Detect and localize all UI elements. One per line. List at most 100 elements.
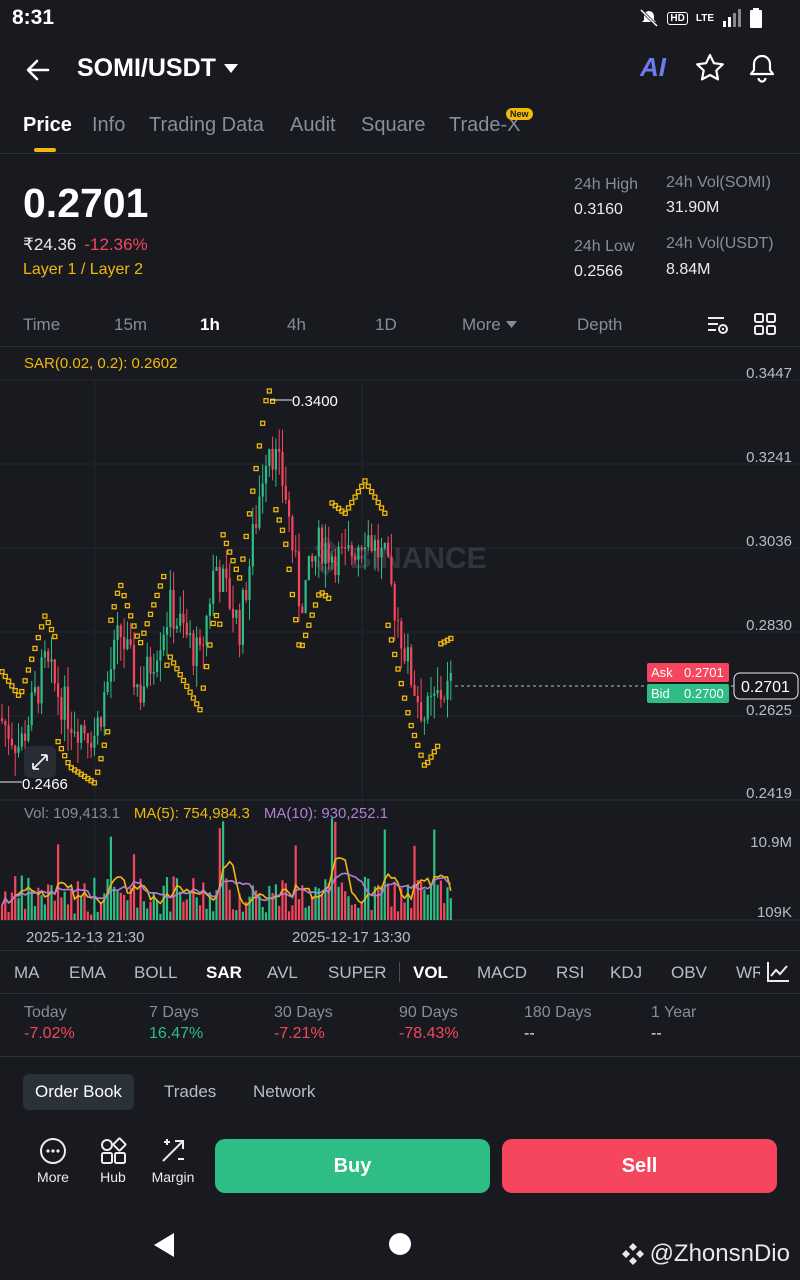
candle-body (268, 448, 271, 466)
indicator-wr[interactable]: WR (736, 963, 760, 982)
favorite-star-icon[interactable] (694, 52, 726, 84)
volume-bar (208, 892, 211, 920)
candle-body (129, 639, 132, 645)
tab-info[interactable]: Info (92, 114, 126, 136)
tab-order-book[interactable]: Order Book (23, 1074, 134, 1110)
indicator-settings-icon[interactable] (766, 961, 790, 983)
more-label: More (37, 1169, 69, 1185)
sar-dot (128, 613, 134, 619)
binance-watermark: BINANCE (314, 536, 487, 576)
volume-bar (449, 898, 452, 920)
x-tick: 2025-12-13 21:30 (26, 929, 144, 946)
indicator-boll[interactable]: BOLL (134, 963, 178, 982)
sar-dot (335, 505, 342, 512)
interval-4h[interactable]: 4h (287, 315, 306, 334)
expand-icon[interactable] (24, 746, 56, 778)
volume-bar (76, 881, 79, 920)
indicator-super[interactable]: SUPER (328, 963, 387, 982)
volume-bar (446, 887, 449, 920)
candle-body (248, 566, 251, 600)
candle-body (80, 725, 83, 743)
interval-15m[interactable]: 15m (114, 315, 148, 334)
volume-bar (367, 878, 370, 920)
interval-1d[interactable]: 1D (375, 315, 397, 334)
volume-bar (93, 877, 96, 920)
perf-label: Today (24, 1004, 67, 1021)
vol-base-value: 31.90M (666, 199, 720, 216)
sar-dot (45, 619, 51, 626)
indicator-rsi[interactable]: RSI (556, 963, 585, 982)
interval-1h[interactable]: 1h (200, 315, 220, 334)
indicator-obv[interactable]: OBV (671, 963, 707, 982)
volume-bar (80, 895, 83, 920)
indicator-avl[interactable]: AVL (267, 963, 298, 982)
tab-network[interactable]: Network (253, 1082, 316, 1101)
volume-bar (14, 876, 17, 920)
sar-dot (266, 388, 272, 394)
status-bar: 8:31 HD LTE (0, 0, 800, 36)
sar-legend: SAR(0.02, 0.2): 0.2602 (24, 355, 178, 372)
tab-audit[interactable]: Audit (290, 114, 336, 136)
ai-button[interactable]: AI (640, 52, 666, 82)
candle-body (70, 728, 73, 733)
perf-value: -- (651, 1025, 662, 1042)
tab-trade-x[interactable]: Trade-X (449, 114, 521, 136)
indicator-vol[interactable]: VOL (413, 963, 448, 982)
tab-square[interactable]: Square (361, 114, 426, 136)
tab-trading-data[interactable]: Trading Data (149, 114, 264, 136)
more-button[interactable]: More (23, 1137, 83, 1185)
indicator-sar[interactable]: SAR (206, 963, 242, 982)
nav-home-icon[interactable] (388, 1232, 412, 1256)
candle-body (47, 651, 50, 662)
interval-more[interactable]: More (462, 315, 517, 335)
nav-back-icon[interactable] (152, 1232, 176, 1258)
tab-price[interactable]: Price (23, 114, 72, 136)
volume-bar (109, 836, 112, 920)
candle-body (109, 669, 112, 682)
candle-body (291, 516, 294, 551)
candle-body (37, 686, 40, 704)
hub-button[interactable]: Hub (83, 1137, 143, 1185)
volume-bar (301, 885, 304, 920)
current-price: 0.2701 (741, 679, 790, 696)
indicator-ema[interactable]: EMA (69, 963, 106, 982)
interval-time[interactable]: Time (23, 315, 61, 334)
pair-selector[interactable]: SOMI/USDT (77, 54, 238, 83)
indicator-macd[interactable]: MACD (477, 963, 528, 982)
sar-dot (448, 635, 454, 642)
volume-bar (179, 891, 182, 920)
candle-body (76, 731, 79, 743)
sar-dot (55, 738, 61, 745)
tab-trades[interactable]: Trades (164, 1082, 217, 1101)
back-arrow-icon[interactable] (20, 52, 56, 88)
candle-body (443, 699, 446, 701)
perf-7d: 7 Days 16.47% (149, 1004, 203, 1043)
indicator-kdj[interactable]: KDJ (610, 963, 643, 982)
volume-bar (307, 905, 310, 920)
sar-dot (355, 489, 362, 495)
candle-body (426, 696, 429, 720)
sar-dot (101, 742, 107, 748)
buy-button[interactable]: Buy (215, 1139, 490, 1193)
candle-body (192, 633, 195, 666)
interval-depth[interactable]: Depth (577, 315, 623, 334)
sar-dot (240, 556, 246, 562)
candle-body (360, 547, 363, 550)
candle-body (156, 660, 159, 672)
candlestick-chart[interactable]: BINANCE 0.3400 0.2466 Ask 0.2701 Bid 0.2… (0, 348, 800, 948)
volume-bar (281, 880, 284, 920)
indicator-ma[interactable]: MA (14, 963, 40, 982)
volume-bar (165, 877, 169, 920)
chart-settings-icon[interactable] (706, 313, 730, 337)
candle-body (60, 696, 63, 720)
bell-icon[interactable] (746, 52, 778, 84)
volume-bar (324, 879, 327, 920)
margin-button[interactable]: Margin (143, 1137, 203, 1185)
candle-body (429, 695, 433, 697)
category-link[interactable]: Layer 1 / Layer 2 (23, 261, 144, 278)
grid-layout-icon[interactable] (754, 313, 776, 335)
candle-body (297, 551, 301, 607)
candle-body (4, 721, 7, 726)
sell-button[interactable]: Sell (502, 1139, 777, 1193)
perf-label: 7 Days (149, 1004, 199, 1021)
